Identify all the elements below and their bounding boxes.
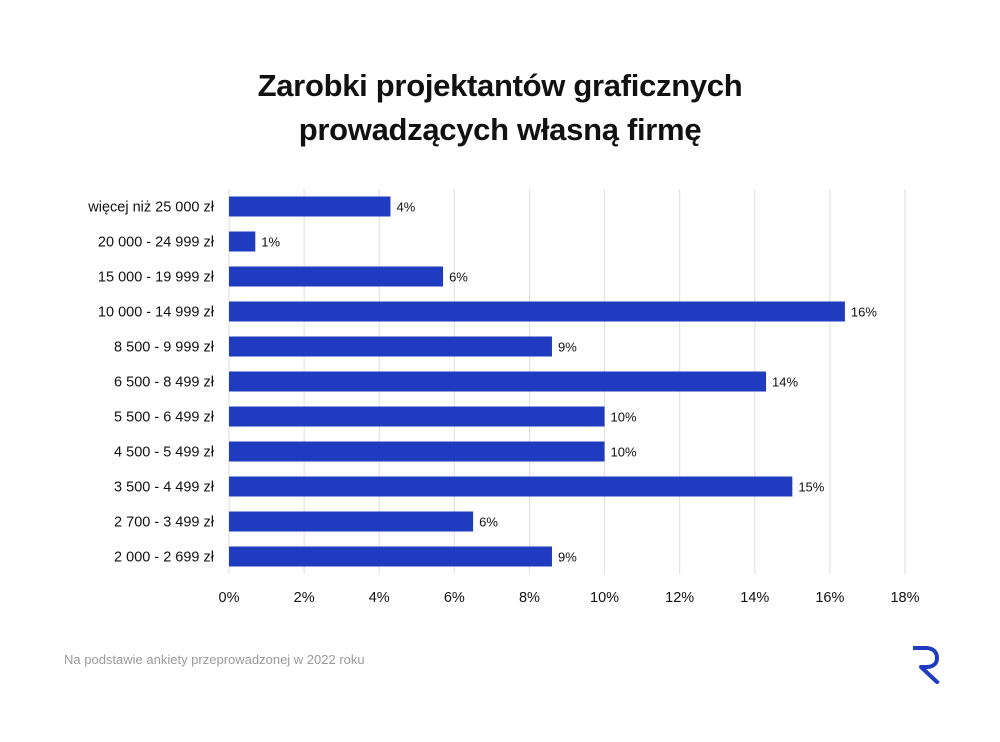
bars: 4% 1% 6% 16% 9% 14% 10% 10% 15% 6% 9% <box>229 196 877 567</box>
bar-value-label: 10% <box>611 445 637 460</box>
x-tick-label: 16% <box>815 590 844 606</box>
x-tick-label: 4% <box>369 590 390 606</box>
x-tick-label: 14% <box>740 590 769 606</box>
x-tick-label: 12% <box>665 590 694 606</box>
x-tick-label: 18% <box>890 590 919 606</box>
category-label: więcej niż 25 000 zł <box>87 200 215 216</box>
bar-value-label: 15% <box>798 480 824 495</box>
x-axis-ticks: 0% 2% 4% 6% 8% 10% 12% 14% 16% 18% <box>219 590 920 606</box>
category-label: 2 700 - 3 499 zł <box>114 515 215 531</box>
chart-title-line-2: prowadzących własną firmę <box>298 112 702 147</box>
bar-value-label: 4% <box>396 200 415 215</box>
bar <box>229 476 793 497</box>
bar <box>229 301 845 322</box>
category-label: 20 000 - 24 999 zł <box>98 235 215 251</box>
chart-title-line-1: Zarobki projektantów graficznych <box>257 68 743 103</box>
bar-value-label: 6% <box>449 270 468 285</box>
category-label: 15 000 - 19 999 zł <box>98 270 215 286</box>
category-label: 6 500 - 8 499 zł <box>114 375 215 391</box>
bar <box>229 511 474 532</box>
bar <box>229 196 391 217</box>
bar-value-label: 16% <box>851 305 877 320</box>
bar <box>229 231 256 252</box>
footnote: Na podstawie ankiety przeprowadzonej w 2… <box>64 652 365 667</box>
category-label: 5 500 - 6 499 zł <box>114 410 215 426</box>
bar <box>229 371 767 392</box>
bar <box>229 266 444 287</box>
category-label: 3 500 - 4 499 zł <box>114 480 215 496</box>
x-tick-label: 6% <box>444 590 465 606</box>
bar-value-label: 9% <box>558 340 577 355</box>
x-tick-label: 2% <box>294 590 315 606</box>
x-tick-label: 10% <box>590 590 619 606</box>
bar-value-label: 9% <box>558 550 577 565</box>
bar <box>229 441 605 462</box>
bar <box>229 546 552 567</box>
bar-value-label: 1% <box>261 235 280 250</box>
category-label: 10 000 - 14 999 zł <box>98 305 215 321</box>
category-labels: więcej niż 25 000 zł 20 000 - 24 999 zł 15… <box>87 200 215 566</box>
bar <box>229 406 605 427</box>
x-tick-label: 0% <box>219 590 240 606</box>
bar-value-label: 6% <box>479 515 498 530</box>
r-logo-icon <box>913 646 940 684</box>
x-tick-label: 8% <box>519 590 540 606</box>
category-label: 4 500 - 5 499 zł <box>114 445 215 461</box>
category-label: 2 000 - 2 699 zł <box>114 550 215 566</box>
bar-value-label: 10% <box>611 410 637 425</box>
bar-value-label: 14% <box>772 375 798 390</box>
chart-title: Zarobki projektantów graficznych prowadz… <box>0 64 1000 152</box>
bar <box>229 336 552 357</box>
category-label: 8 500 - 9 999 zł <box>114 340 215 356</box>
